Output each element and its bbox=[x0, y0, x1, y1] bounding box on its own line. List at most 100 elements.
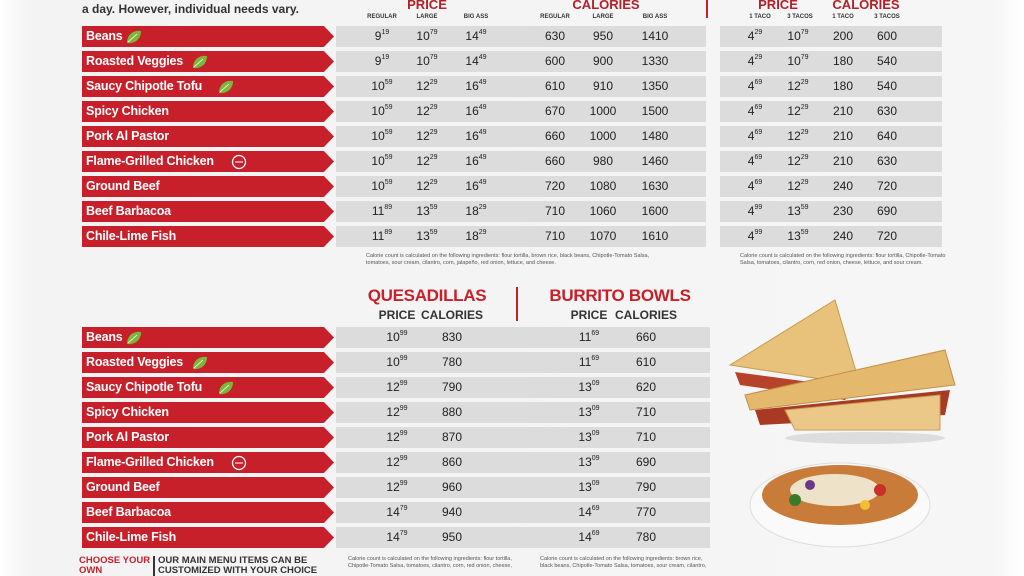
calories: 1000 bbox=[589, 129, 617, 143]
row-band bbox=[720, 76, 942, 97]
calories: 980 bbox=[592, 154, 614, 168]
calories: 720 bbox=[876, 179, 898, 193]
row-band bbox=[720, 26, 942, 47]
dollars: 10 bbox=[371, 154, 385, 168]
size-header: 3 TACOS bbox=[787, 14, 813, 20]
price: 1079 bbox=[787, 51, 808, 72]
row-band bbox=[336, 477, 710, 498]
calories: 210 bbox=[832, 129, 854, 143]
price: 1169 bbox=[579, 327, 599, 348]
price: 1229 bbox=[416, 76, 437, 97]
dollars: 16 bbox=[465, 179, 479, 193]
calories: 910 bbox=[592, 79, 614, 93]
cents: 49 bbox=[478, 79, 487, 86]
row-band bbox=[720, 226, 942, 247]
row-band bbox=[720, 51, 942, 72]
price: 1229 bbox=[787, 176, 808, 197]
size-header: LARGE bbox=[592, 14, 614, 20]
dollars: 10 bbox=[787, 29, 801, 43]
calories: 1500 bbox=[641, 104, 669, 118]
cents: 09 bbox=[591, 480, 600, 487]
item-banner: Beef Barbacoa bbox=[82, 502, 334, 523]
price: 1449 bbox=[465, 51, 486, 72]
calories: 710 bbox=[635, 405, 657, 419]
dollars: 12 bbox=[416, 154, 430, 168]
item-name: Beans bbox=[86, 330, 123, 344]
dollars: 12 bbox=[787, 104, 801, 118]
cents: 69 bbox=[754, 129, 763, 136]
dollars: 18 bbox=[465, 204, 479, 218]
header: PRICE bbox=[758, 0, 798, 12]
cents: 99 bbox=[754, 204, 763, 211]
calories: 630 bbox=[876, 104, 898, 118]
calories: 660 bbox=[544, 154, 566, 168]
cents: 29 bbox=[800, 129, 809, 136]
price: 919 bbox=[375, 26, 389, 47]
dollars: 16 bbox=[465, 79, 479, 93]
item-banner: Saucy Chipotle Tofu bbox=[82, 377, 334, 398]
cents: 09 bbox=[591, 430, 600, 437]
calories: 770 bbox=[635, 505, 657, 519]
dollars: 4 bbox=[747, 54, 755, 68]
cents: 09 bbox=[591, 405, 600, 412]
dollars: 12 bbox=[386, 380, 400, 394]
size-header: BIG ASS bbox=[463, 14, 489, 20]
cents: 69 bbox=[591, 505, 600, 512]
header: CALORIES bbox=[832, 0, 900, 12]
price: 1169 bbox=[579, 352, 599, 373]
dollars: 12 bbox=[416, 104, 430, 118]
price: 1299 bbox=[386, 377, 407, 398]
price: 469 bbox=[748, 126, 762, 147]
cents: 79 bbox=[429, 29, 438, 36]
row-band bbox=[720, 151, 942, 172]
calories: 950 bbox=[592, 29, 614, 43]
calories: 660 bbox=[544, 129, 566, 143]
icon bbox=[219, 381, 234, 395]
dollars: 10 bbox=[371, 179, 385, 193]
cents: 29 bbox=[429, 129, 438, 136]
dollars: 14 bbox=[465, 29, 479, 43]
item-banner: Chile-Lime Fish bbox=[82, 226, 334, 247]
dollars: 13 bbox=[578, 380, 592, 394]
dollars: 13 bbox=[578, 430, 592, 444]
dollars: 12 bbox=[386, 455, 400, 469]
dollars: 14 bbox=[578, 505, 592, 519]
cents: 29 bbox=[800, 154, 809, 161]
price: 1359 bbox=[787, 201, 808, 222]
price: 1299 bbox=[386, 477, 407, 498]
row-band bbox=[720, 176, 942, 197]
item-name: Chile-Lime Fish bbox=[86, 530, 177, 544]
size-header: 3 TACOS bbox=[874, 14, 900, 20]
row-band bbox=[336, 226, 706, 247]
calories: 690 bbox=[876, 204, 898, 218]
cents: 59 bbox=[384, 179, 393, 186]
dollars: 12 bbox=[787, 154, 801, 168]
cents: 59 bbox=[384, 79, 393, 86]
item-name: Spicy Chicken bbox=[86, 405, 169, 419]
size-header: 1 TACO bbox=[832, 14, 854, 20]
dollars: 12 bbox=[787, 129, 801, 143]
price: 1079 bbox=[787, 26, 808, 47]
dollars: 10 bbox=[386, 355, 400, 369]
item-name: Spicy Chicken bbox=[86, 104, 169, 118]
price: 1229 bbox=[787, 76, 808, 97]
cents: 29 bbox=[429, 154, 438, 161]
row-band bbox=[336, 527, 710, 548]
cents: 29 bbox=[754, 54, 763, 61]
row-band bbox=[336, 126, 706, 147]
row-band bbox=[336, 327, 710, 348]
header: PRICE bbox=[378, 308, 416, 322]
item-banner: Ground Beef bbox=[82, 176, 334, 197]
item-name: Roasted Veggies bbox=[86, 355, 184, 369]
price: 1649 bbox=[465, 151, 486, 172]
cents: 79 bbox=[429, 54, 438, 61]
divider bbox=[516, 287, 518, 321]
calories: 630 bbox=[544, 29, 566, 43]
calories: 1410 bbox=[641, 29, 669, 43]
price: 1099 bbox=[386, 352, 407, 373]
price: 1229 bbox=[787, 101, 808, 122]
dollars: 13 bbox=[416, 229, 430, 243]
cents: 29 bbox=[800, 79, 809, 86]
cents: 49 bbox=[478, 54, 487, 61]
price: 1299 bbox=[386, 452, 407, 473]
